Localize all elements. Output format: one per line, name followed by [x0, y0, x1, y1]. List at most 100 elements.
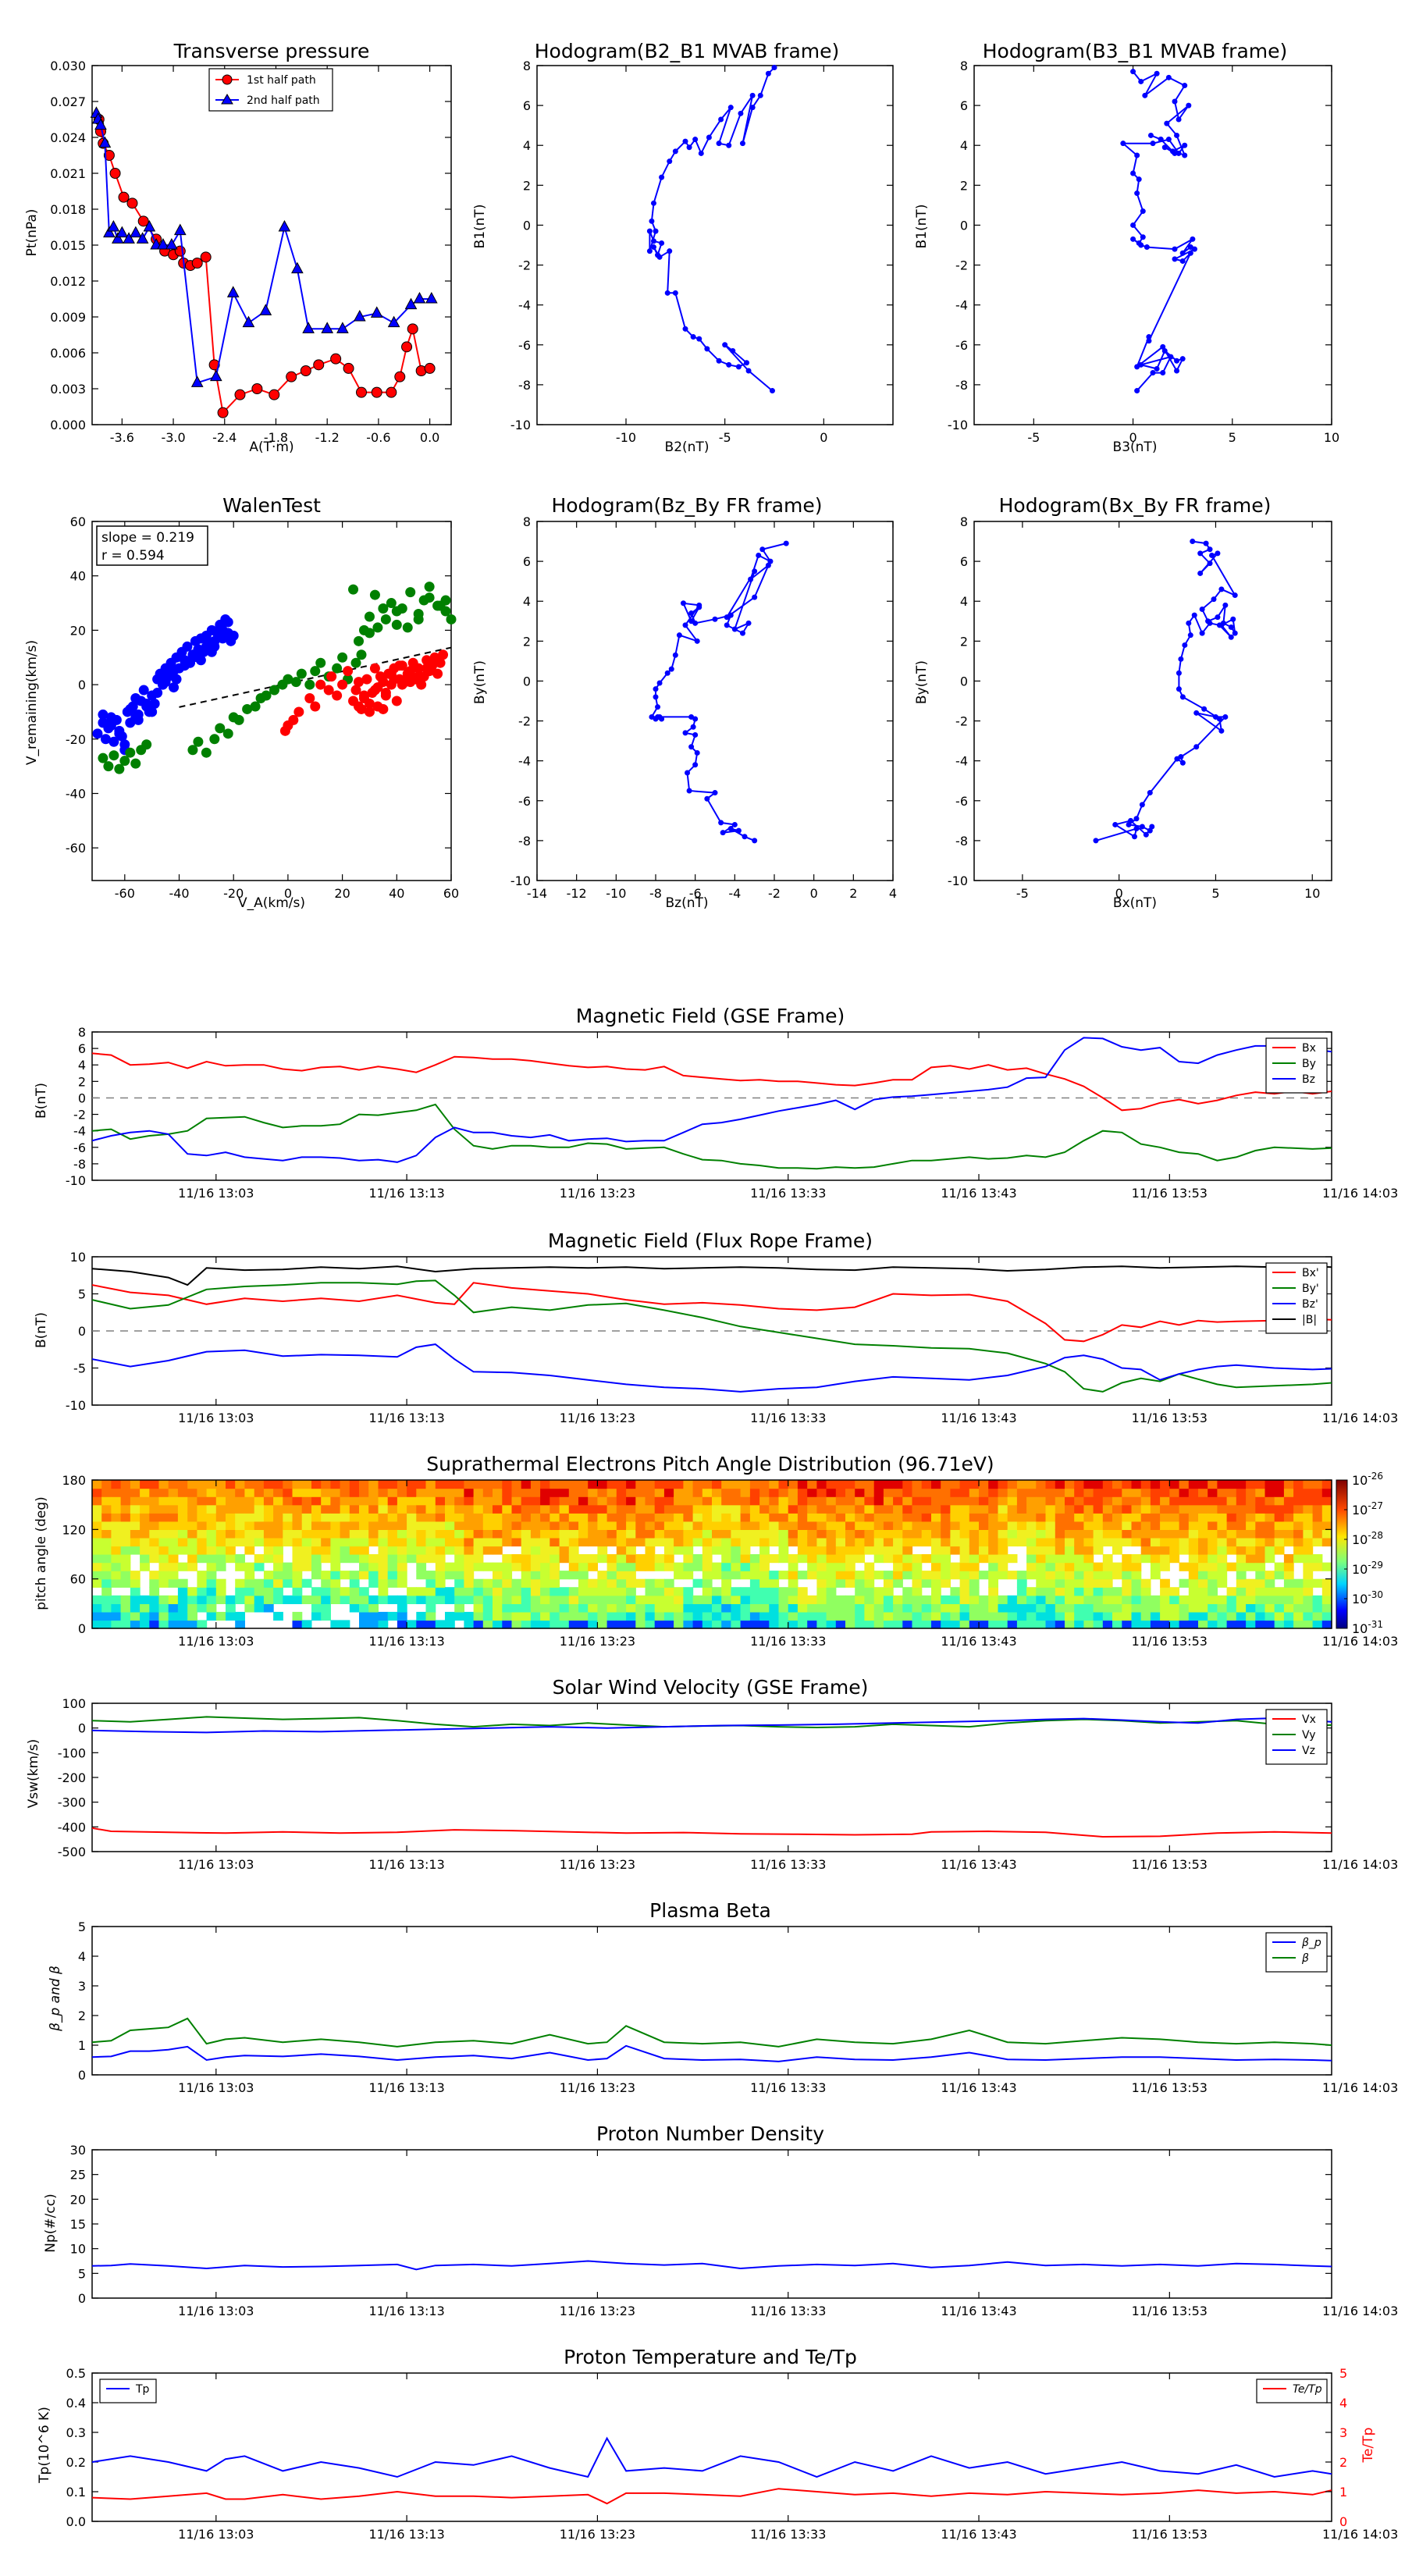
- heatmap-cell: [1160, 1529, 1170, 1539]
- heatmap-cell: [493, 1587, 503, 1596]
- data-point: [1139, 802, 1145, 808]
- heatmap-cell: [550, 1620, 560, 1629]
- heatmap-cell: [197, 1504, 208, 1514]
- heatmap-cell: [407, 1587, 417, 1596]
- heatmap-cell: [712, 1496, 722, 1506]
- heatmap-cell: [215, 1595, 226, 1604]
- data-point: [138, 685, 149, 696]
- data-point: [1176, 670, 1182, 676]
- heatmap-cell: [130, 1529, 140, 1539]
- heatmap-cell: [769, 1578, 780, 1588]
- data-point: [259, 304, 272, 315]
- heatmap-cell: [645, 1488, 656, 1497]
- heatmap-cell: [244, 1537, 255, 1547]
- heatmap-cell: [1150, 1480, 1161, 1489]
- heatmap-cell: [149, 1554, 160, 1564]
- heatmap-cell: [969, 1480, 980, 1489]
- heatmap-cell: [1083, 1578, 1094, 1588]
- heatmap-cell: [1274, 1480, 1285, 1489]
- heatmap-cell: [740, 1521, 751, 1530]
- heatmap-cell: [635, 1529, 646, 1539]
- heatmap-cell: [493, 1562, 503, 1571]
- heatmap-cell: [292, 1562, 303, 1571]
- heatmap-cell: [979, 1611, 989, 1621]
- heatmap-cell: [712, 1587, 722, 1596]
- heatmap-cell: [1140, 1546, 1151, 1555]
- heatmap-cell: [273, 1546, 283, 1555]
- heatmap-cell: [1016, 1496, 1027, 1506]
- data-point: [286, 371, 297, 382]
- data-point: [686, 788, 692, 794]
- x-tick-label: 11/16 13:33: [750, 1186, 826, 1201]
- series-line: [92, 1265, 1332, 1286]
- data-point: [1130, 236, 1136, 242]
- heatmap-cell: [435, 1537, 446, 1547]
- x-tick-label: 11/16 13:53: [1132, 2304, 1208, 2318]
- heatmap-cell: [1208, 1554, 1218, 1564]
- heatmap-cell: [921, 1595, 932, 1604]
- heatmap-cell: [816, 1620, 827, 1629]
- heatmap-cell: [378, 1480, 389, 1489]
- heatmap-cell: [397, 1578, 407, 1588]
- data-point: [187, 745, 198, 756]
- heatmap-cell: [540, 1578, 550, 1588]
- x-tick-label: 11/16 14:03: [1322, 1857, 1398, 1872]
- heatmap-cell: [1083, 1521, 1094, 1530]
- heatmap-cell: [311, 1537, 322, 1547]
- heatmap-cell: [731, 1496, 742, 1506]
- data-point: [291, 262, 304, 274]
- heatmap-cell: [1321, 1587, 1332, 1596]
- heatmap-cell: [187, 1504, 197, 1514]
- data-point: [1176, 116, 1182, 123]
- heatmap-cell: [1255, 1554, 1266, 1564]
- heatmap-cell: [540, 1554, 550, 1564]
- data-point: [712, 790, 718, 796]
- heatmap-cell: [321, 1571, 331, 1580]
- heatmap-cell: [1321, 1611, 1332, 1621]
- heatmap-cell: [1131, 1603, 1142, 1613]
- heatmap-cell: [626, 1620, 636, 1629]
- heatmap-cell: [731, 1480, 742, 1489]
- heatmap-cell: [588, 1537, 598, 1547]
- heatmap-cell: [1160, 1611, 1170, 1621]
- heatmap-cell: [1169, 1611, 1180, 1621]
- heatmap-cell: [1321, 1504, 1332, 1514]
- heatmap-cell: [740, 1513, 751, 1522]
- heatmap-cell: [1283, 1611, 1294, 1621]
- heatmap-cell: [1055, 1537, 1065, 1547]
- heatmap-cell: [197, 1496, 208, 1506]
- heatmap-cell: [606, 1595, 617, 1604]
- heatmap-cell: [1122, 1571, 1133, 1580]
- heatmap-cell: [226, 1488, 236, 1497]
- heatmap-cell: [988, 1620, 998, 1629]
- heatmap-cell: [511, 1496, 522, 1506]
- heatmap-cell: [893, 1488, 903, 1497]
- heatmap-cell: [1217, 1521, 1228, 1530]
- heatmap-cell: [1140, 1529, 1151, 1539]
- data-point: [742, 834, 748, 840]
- heatmap-cell: [1255, 1562, 1266, 1571]
- heatmap-cell: [835, 1554, 846, 1564]
- heatmap-cell: [663, 1603, 674, 1613]
- heatmap-cell: [606, 1496, 617, 1506]
- heatmap-cell: [101, 1480, 112, 1489]
- chart-pitch-angle-distribution: Suprathermal Electrons Pitch Angle Distr…: [34, 1453, 1398, 1649]
- heatmap-cell: [177, 1562, 188, 1571]
- data-point: [748, 576, 754, 582]
- heatmap-cell: [1065, 1488, 1075, 1497]
- heatmap-cell: [1093, 1488, 1104, 1497]
- heatmap-cell: [1083, 1603, 1094, 1613]
- heatmap-cell: [883, 1611, 894, 1621]
- chart-title: Magnetic Field (GSE Frame): [576, 1005, 845, 1027]
- heatmap-cell: [731, 1611, 742, 1621]
- heatmap-cell: [683, 1488, 694, 1497]
- heatmap-cell: [387, 1488, 398, 1497]
- heatmap-cell: [445, 1488, 455, 1497]
- heatmap-cell: [931, 1554, 941, 1564]
- y-tick-label: 0.2: [66, 2455, 86, 2470]
- chart-hodogram-b2-b1: Hodogram(B2_B1 MVAB frame) B2(nT) B1(nT)…: [472, 40, 894, 455]
- heatmap-cell: [1093, 1480, 1104, 1489]
- data-point: [326, 671, 337, 682]
- heatmap-cell: [959, 1587, 970, 1596]
- y-axis-label-right: Te/Tp: [1361, 2428, 1376, 2464]
